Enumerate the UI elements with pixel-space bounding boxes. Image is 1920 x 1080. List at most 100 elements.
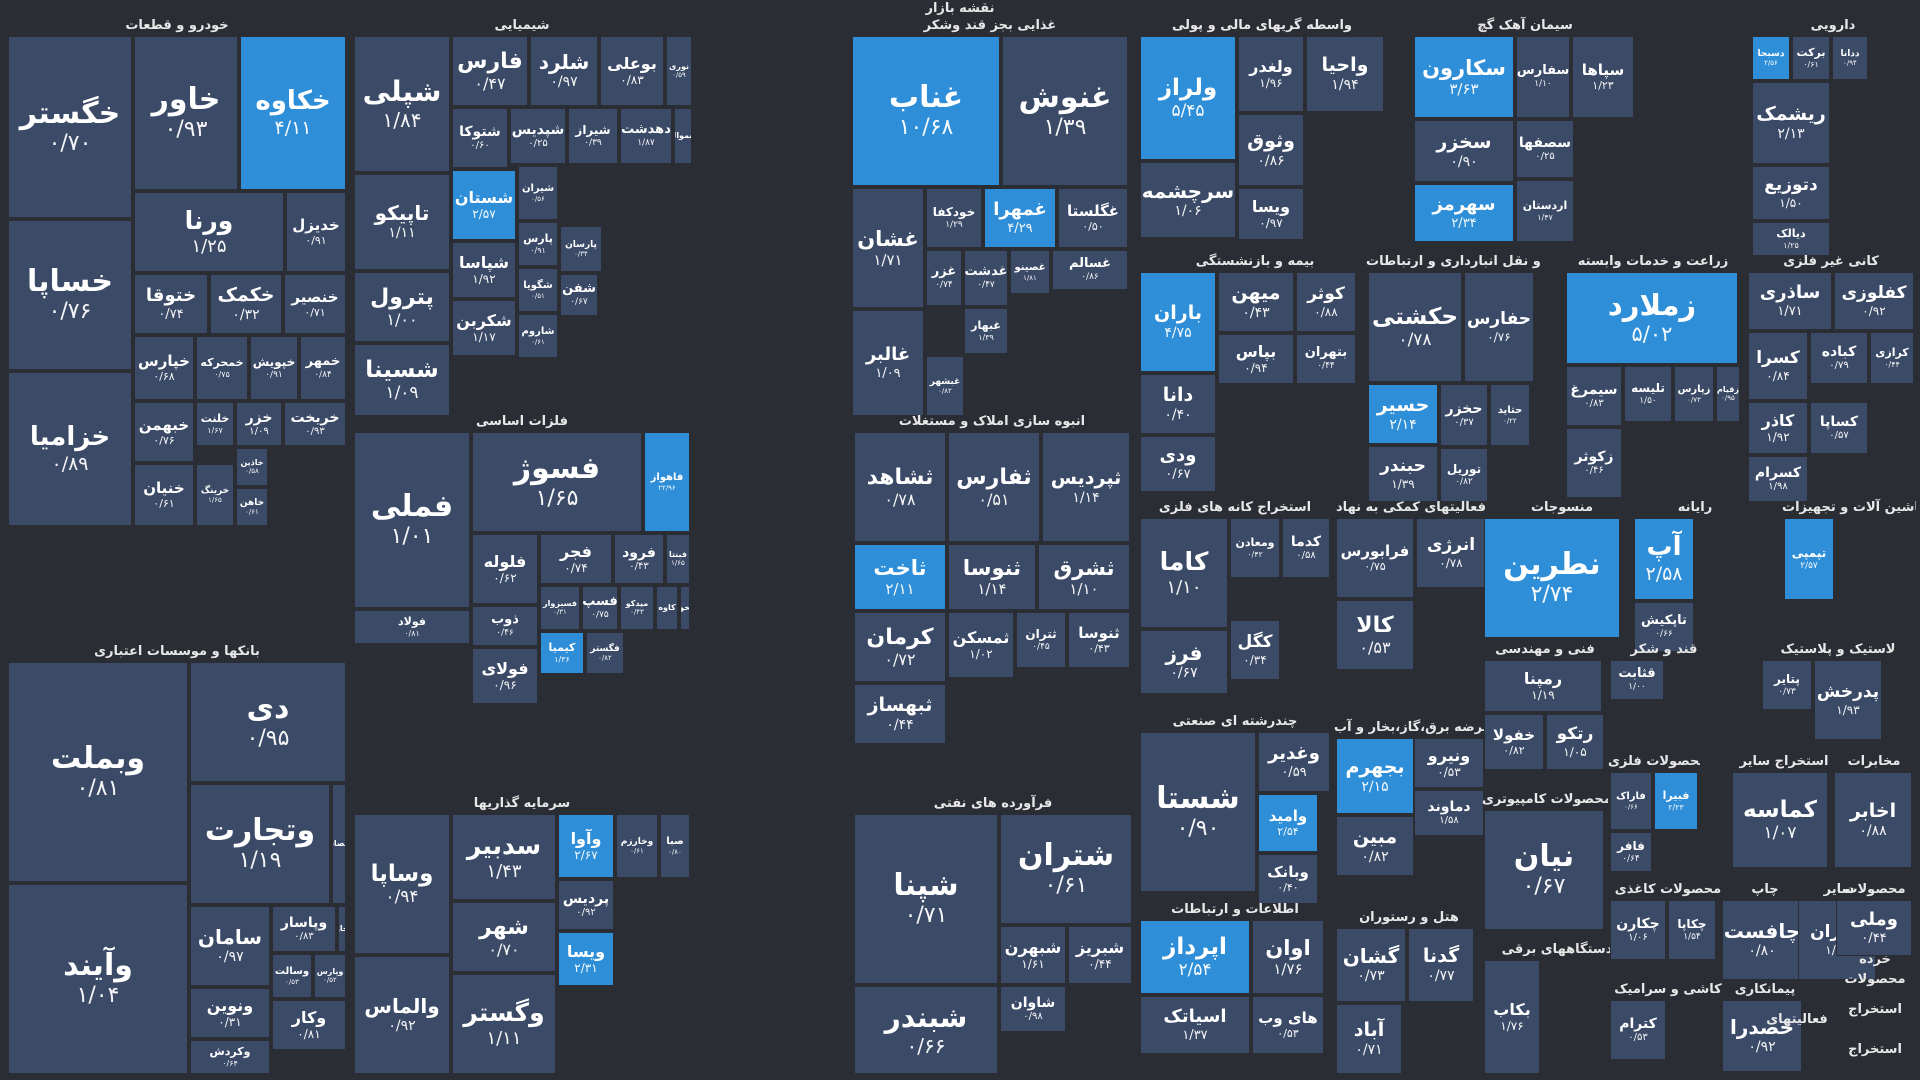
stock-tile[interactable]: فجر ۰/۷۴ (540, 534, 612, 584)
stock-tile[interactable]: خودکفا ۱/۲۹ (926, 188, 982, 248)
stock-tile[interactable]: نطرین ۲/۷۴ (1484, 518, 1620, 638)
stock-tile[interactable]: دی ۰/۹۵ (190, 662, 346, 782)
stock-tile[interactable]: ثاخت ۲/۱۱ (854, 544, 946, 610)
stock-tile[interactable]: والماس ۰/۹۲ (354, 956, 450, 1074)
stock-tile[interactable]: توریل ۰/۸۲ (1440, 448, 1488, 502)
stock-tile[interactable]: حتاید ۰/۲۲ (1490, 384, 1530, 446)
stock-tile[interactable]: خمهر ۰/۸۴ (300, 336, 346, 400)
stock-tile[interactable]: غزر ۰/۷۴ (926, 250, 962, 306)
stock-tile[interactable]: وتجارت ۱/۱۹ (190, 784, 330, 904)
stock-tile[interactable]: شاروم ۰/۶۱ (518, 314, 558, 358)
stock-tile[interactable]: وآوا ۲/۶۷ (558, 814, 614, 878)
stock-tile[interactable]: کساپا ۰/۵۷ (1810, 402, 1868, 454)
stock-tile[interactable]: رتکو ۱/۰۵ (1546, 714, 1604, 770)
stock-tile[interactable]: بپاس ۰/۹۴ (1218, 334, 1294, 384)
stock-tile[interactable]: فخوز (680, 586, 690, 630)
stock-tile[interactable]: تاپیکو ۱/۱۱ (354, 174, 450, 270)
stock-tile[interactable]: ورنا ۱/۲۵ (134, 192, 284, 272)
stock-tile[interactable]: صبا ۰/۸۰ (660, 814, 690, 878)
stock-tile[interactable]: غشان ۱/۷۱ (852, 188, 924, 308)
stock-tile[interactable]: شموالد (674, 108, 692, 164)
stock-tile[interactable]: کاذر ۱/۹۲ (1748, 402, 1808, 454)
stock-tile[interactable]: فرابورس ۰/۷۵ (1336, 518, 1414, 598)
stock-tile[interactable]: فبنتا ۱/۶۵ (666, 534, 690, 584)
stock-tile[interactable]: بجهرم ۲/۱۵ (1336, 738, 1414, 814)
stock-tile[interactable]: ومعادن ۰/۴۲ (1230, 518, 1280, 578)
stock-tile[interactable]: حکشتی ۰/۷۸ (1368, 272, 1462, 382)
stock-tile[interactable]: ونیرو ۰/۵۳ (1414, 738, 1484, 788)
stock-tile[interactable]: فگستر ۰/۸۲ (586, 632, 624, 674)
stock-tile[interactable]: فولاد ۰/۸۱ (354, 610, 470, 644)
stock-tile[interactable]: شستان ۲/۵۷ (452, 170, 516, 240)
stock-tile[interactable]: آپ ۲/۵۸ (1634, 518, 1694, 600)
stock-tile[interactable]: فبیرا ۲/۲۳ (1654, 772, 1698, 830)
stock-tile[interactable]: شپدیس ۰/۲۵ (510, 108, 566, 164)
stock-tile[interactable]: سرچشمه ۱/۰۶ (1140, 162, 1236, 238)
stock-tile[interactable]: سخزر ۰/۹۰ (1414, 120, 1514, 182)
stock-tile[interactable]: شبندر ۰/۶۶ (854, 986, 998, 1074)
stock-tile[interactable]: پدرخش ۱/۹۳ (1814, 660, 1882, 740)
stock-tile[interactable]: غمهرا ۴/۲۹ (984, 188, 1056, 248)
stock-tile[interactable]: ویسا ۲/۳۱ (558, 932, 614, 986)
stock-tile[interactable]: چافست ۰/۸۰ (1722, 900, 1802, 980)
stock-tile[interactable]: سپاها ۱/۲۳ (1572, 36, 1634, 118)
stock-tile[interactable]: میدکو ۰/۴۳ (620, 586, 654, 630)
stock-tile[interactable]: کدما ۰/۵۸ (1282, 518, 1330, 578)
stock-tile[interactable]: شپنا ۰/۷۱ (854, 814, 998, 984)
stock-tile[interactable]: ونوین ۰/۳۱ (190, 988, 270, 1038)
stock-tile[interactable]: دانا ۰/۴۰ (1140, 374, 1216, 434)
stock-tile[interactable]: خنیان ۰/۶۱ (134, 464, 194, 526)
stock-tile[interactable]: سامان ۰/۹۷ (190, 906, 270, 986)
stock-tile[interactable]: فملی ۱/۰۱ (354, 432, 470, 608)
stock-tile[interactable]: فرود ۰/۴۳ (614, 534, 664, 584)
stock-tile[interactable]: شلرد ۰/۹۷ (530, 36, 598, 106)
stock-tile[interactable]: سصفها ۰/۲۵ (1516, 120, 1574, 178)
stock-tile[interactable]: وبملت ۰/۸۱ (8, 662, 188, 882)
stock-tile[interactable]: نیان ۰/۶۷ (1484, 810, 1604, 930)
stock-tile[interactable]: شیران ۰/۵۶ (518, 166, 558, 220)
stock-tile[interactable]: خساپا ۰/۷۶ (8, 220, 132, 370)
stock-tile[interactable]: فافر ۰/۶۴ (1610, 832, 1652, 872)
stock-tile[interactable]: بکاب ۱/۷۶ (1484, 960, 1540, 1074)
stock-tile[interactable]: ساذری ۱/۷۱ (1748, 272, 1832, 330)
stock-tile[interactable]: بوعلی ۰/۸۳ (600, 36, 664, 106)
stock-tile[interactable]: شگویا ۰/۵۱ (518, 268, 558, 312)
stock-tile[interactable]: شبهرن ۱/۶۱ (1000, 926, 1066, 984)
stock-tile[interactable]: کوثر ۰/۸۸ (1296, 272, 1356, 332)
stock-tile[interactable]: شفن ۰/۶۷ (560, 274, 598, 316)
stock-tile[interactable]: خکاوه ۴/۱۱ (240, 36, 346, 190)
stock-tile[interactable]: شبریز ۰/۴۴ (1068, 926, 1132, 984)
stock-tile[interactable]: شتوکا ۰/۶۰ (452, 108, 508, 168)
stock-tile[interactable]: حسیر ۲/۱۴ (1368, 384, 1438, 444)
stock-tile[interactable]: حخزر ۰/۳۷ (1440, 384, 1488, 446)
stock-tile[interactable]: فسپ ۰/۷۵ (582, 586, 618, 630)
stock-tile[interactable]: ویسا ۰/۹۷ (1238, 188, 1304, 240)
stock-tile[interactable]: خکمک ۰/۳۲ (210, 274, 282, 334)
stock-tile[interactable]: اسیاتک ۱/۳۷ (1140, 996, 1250, 1054)
stock-tile[interactable]: خاذین ۰/۵۸ (236, 448, 268, 486)
stock-tile[interactable]: وپاسار ۰/۸۳ (272, 906, 336, 952)
stock-tile[interactable]: ثشرق ۱/۱۰ (1038, 544, 1130, 610)
stock-tile[interactable]: کترام ۰/۵۳ (1610, 1000, 1666, 1060)
stock-tile[interactable]: خرینگ ۱/۶۵ (196, 464, 234, 526)
stock-tile[interactable]: تلیسه ۱/۵۰ (1624, 366, 1672, 422)
stock-tile[interactable]: اوان ۱/۷۶ (1252, 920, 1324, 994)
stock-tile[interactable]: کفلوزی ۰/۹۲ (1834, 272, 1914, 330)
stock-tile[interactable]: فاهواز ۲۲/۹۶ (644, 432, 690, 532)
stock-tile[interactable]: ولراز ۵/۴۵ (1140, 36, 1236, 160)
stock-tile[interactable]: کسرا ۰/۸۴ (1748, 332, 1808, 400)
stock-tile[interactable]: انرژی ۰/۷۸ (1416, 518, 1486, 588)
stock-tile[interactable]: زکوثر ۰/۴۶ (1566, 428, 1622, 498)
stock-tile[interactable]: پردیس ۰/۹۲ (558, 880, 614, 930)
stock-tile[interactable]: حفارس ۰/۷۶ (1464, 272, 1534, 382)
stock-tile[interactable]: کاما ۱/۱۰ (1140, 518, 1228, 628)
stock-tile[interactable]: غناب ۱۰/۶۸ (852, 36, 1000, 186)
stock-tile[interactable]: وپارس ۰/۵۲ (314, 954, 346, 998)
stock-tile[interactable]: کرمان ۰/۷۲ (854, 612, 946, 682)
stock-tile[interactable]: سدبیر ۱/۴۳ (452, 814, 556, 900)
stock-tile[interactable]: قثابت ۱/۰۰ (1610, 660, 1664, 700)
stock-tile[interactable]: خاهن ۰/۶۱ (236, 488, 268, 526)
stock-tile[interactable]: شستا ۰/۹۰ (1140, 732, 1256, 892)
stock-tile[interactable]: سفارس ۱/۱۰ (1516, 36, 1570, 118)
stock-tile[interactable]: خگستر ۰/۷۰ (8, 36, 132, 218)
